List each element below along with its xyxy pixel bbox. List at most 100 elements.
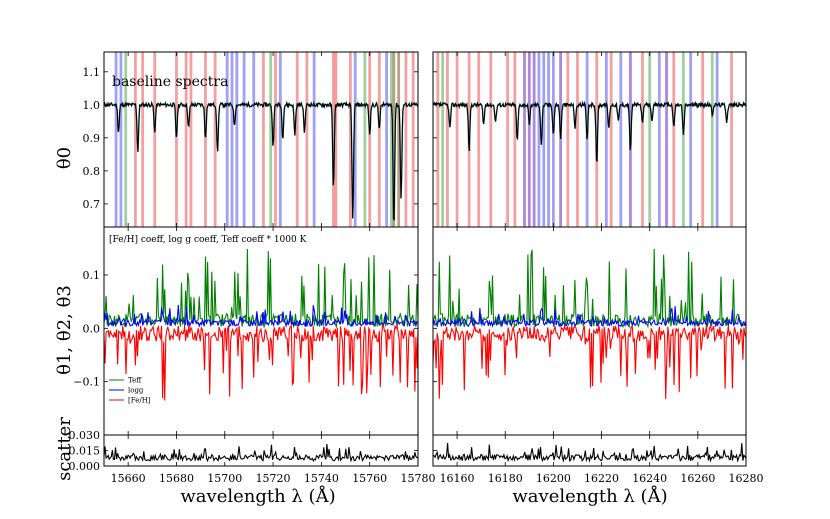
highlight-band-left-33 [397,52,401,227]
axis-ticks: 15660 15680 15700 15720 15740 15760 15780 16160… [69,52,764,485]
highlight-band-right-35 [730,52,733,227]
scatter-line-left [103,443,419,463]
xtick-label-right-1: 16180 [488,472,523,485]
series-teff-left [103,248,419,329]
legend: Teff logg [Fe/H] [109,377,151,405]
highlight-band-left-10 [213,52,217,227]
highlight-band-left-4 [141,52,145,227]
highlight-band-right-16 [559,52,563,227]
highlight-band-right-27 [657,52,661,227]
highlight-band-left-20 [295,52,299,227]
ytick-label-theta0-4: 1.1 [83,66,101,79]
highlight-band-left-7 [184,52,188,227]
highlight-band-right-28 [665,52,668,227]
highlight-band-left-32 [392,52,396,227]
xtick-label-left-6: 15780 [401,472,436,485]
highlight-band-right-17 [566,52,570,227]
highlight-band-right-30 [682,52,685,227]
highlight-band-left-23 [332,52,335,227]
xtick-label-right-6: 16280 [729,472,764,485]
xlabel-right: wavelength λ (Å) [512,485,667,507]
highlight-band-right-19 [585,52,589,227]
highlight-band-left-6 [175,52,178,227]
highlight-band-left-22 [312,52,316,227]
highlight-band-right-22 [609,52,613,227]
highlight-band-right-9 [523,52,526,227]
series-logg-left [103,304,419,329]
highlight-band-right-5 [477,52,481,227]
legend-label-teff: Teff [128,377,142,385]
highlight-band-left-5 [153,52,157,227]
highlight-band-left-30 [385,52,388,227]
highlight-band-left-2 [124,52,128,227]
highlight-band-left-0 [114,52,118,227]
highlight-band-left-18 [274,52,277,227]
scatter-line-right [432,442,747,463]
highlight-band-right-26 [648,52,652,227]
ytick-label-theta123-0: −0.1 [73,376,100,389]
ytick-label-scatter-2: 0.030 [69,429,101,442]
highlight-band-left-9 [204,52,207,227]
highlight-band-left-3 [134,52,137,227]
highlight-band-right-25 [641,52,644,227]
ytick-label-theta0-2: 0.9 [83,132,101,145]
xtick-label-left-4: 15740 [304,472,339,485]
highlight-band-right-21 [604,52,608,227]
highlight-band-left-12 [230,52,234,227]
highlight-band-left-29 [377,52,381,227]
ylabel-theta123: θ1, θ2, θ3 [54,285,75,375]
data-lines [103,99,747,463]
baseline-spectrum-left [103,100,419,221]
highlight-band-right-11 [532,52,536,227]
ylabel-theta0: θ0 [54,147,75,169]
highlight-band-left-19 [278,52,282,227]
ytick-label-theta0-1: 0.8 [83,165,101,178]
highlight-band-right-34 [715,52,719,227]
highlight-band-right-2 [446,52,449,227]
highlight-band-right-23 [619,52,623,227]
highlight-band-left-11 [225,52,229,227]
highlight-band-right-8 [513,52,517,227]
xtick-label-right-5: 16260 [680,472,715,485]
highlight-band-right-33 [710,52,714,227]
highlight-band-left-26 [353,52,357,227]
xtick-label-left-1: 15680 [159,472,194,485]
highlight-band-right-3 [455,52,459,227]
highlight-band-right-31 [689,52,693,227]
xtick-label-right-2: 16200 [536,472,571,485]
series-feh-right [432,323,747,400]
highlight-band-right-15 [551,52,555,227]
highlight-band-left-34 [404,52,408,227]
xtick-label-left-0: 15660 [111,472,146,485]
highlight-band-right-6 [489,52,493,227]
highlight-band-left-27 [363,52,367,227]
xtick-label-left-3: 15720 [256,472,291,485]
ytick-label-theta0-0: 0.7 [83,198,101,211]
ytick-label-scatter-1: 0.015 [69,445,101,458]
highlight-band-right-13 [542,52,546,227]
series-logg-right [432,306,747,328]
highlight-band-left-25 [348,52,352,227]
highlight-band-right-10 [527,52,531,227]
xtick-label-left-2: 15700 [207,472,242,485]
series-feh-left [103,324,419,401]
highlight-band-left-16 [262,52,265,227]
highlight-band-left-1 [119,52,123,227]
ytick-label-theta123-1: 0.0 [83,322,101,335]
ylabel-scatter: scatter [54,417,75,481]
highlight-band-left-24 [334,52,338,227]
ytick-label-scatter-0: 0.000 [69,460,101,473]
highlight-band-left-8 [189,52,193,227]
frame-left-scatter [103,434,419,467]
highlight-band-left-21 [305,52,309,227]
highlight-band-right-12 [537,52,541,227]
ytick-label-theta0-3: 1.0 [83,99,101,112]
highlight-band-left-15 [252,52,256,227]
highlight-band-right-14 [547,52,550,227]
highlight-band-right-7 [506,52,510,227]
ytick-label-theta123-2: 0.1 [83,269,101,282]
annotation-baseline-spectra: baseline spectra [112,74,228,90]
highlight-band-right-0 [436,52,440,227]
highlight-band-right-1 [441,52,445,227]
